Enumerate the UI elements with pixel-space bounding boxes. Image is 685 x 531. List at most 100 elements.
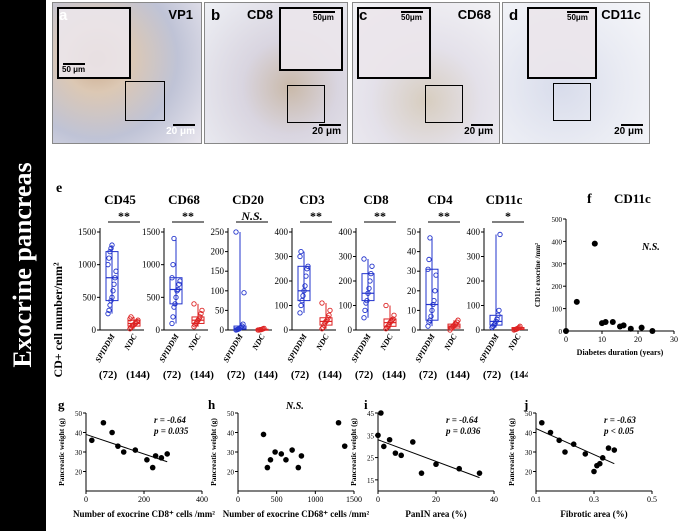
sc-point-10-6 (410, 439, 416, 445)
sc-point-8-0 (89, 438, 95, 444)
e-n-label-4-ndc: (144) (382, 369, 406, 381)
e-group-label-5-spiddm: SPIDDM (413, 332, 437, 364)
panel-f-title: CD11c (614, 191, 651, 206)
scale-bar-b: 20 μm (312, 124, 341, 137)
sc-point-7-10 (649, 328, 655, 334)
inset-a: 50 μm (57, 7, 131, 79)
sc-xticklabel-7-3: 30 (670, 335, 678, 344)
e-title-3: CD3 (299, 192, 325, 207)
panel-label-f: f (587, 192, 592, 207)
e-yticklabel-5-4: 40 (407, 247, 417, 257)
inset-region-b (287, 85, 325, 123)
inset-b: 50μm (279, 7, 343, 71)
sc-xlabel-7: Diabetes duration (years) (577, 348, 664, 357)
sc-p-10: p = 0.036 (445, 426, 481, 436)
e-yticklabel-2-0: 0 (220, 325, 225, 335)
e-point-2-spiddm-9 (234, 230, 238, 234)
sc-point-9-5 (283, 457, 289, 463)
micrograph-b: 50μm b CD8 20 μm (204, 2, 348, 144)
sc-yticklabel-7-2: 200 (552, 283, 563, 291)
e-point-5-spiddm-7 (433, 289, 437, 293)
sc-point-11-8 (597, 461, 603, 467)
sc-xticklabel-9-2: 1000 (307, 495, 323, 504)
e-n-label-2-ndc: (144) (254, 369, 278, 381)
sc-xticklabel-10-2: 40 (490, 495, 498, 504)
e-group-label-3-spiddm: SPIDDM (285, 332, 309, 364)
sc-xticklabel-8-1: 200 (138, 495, 150, 504)
sc-xticklabel-8-0: 0 (84, 495, 88, 504)
sc-point-9-0 (261, 432, 267, 438)
inset-region-d (553, 83, 591, 121)
inset-c: 50μm (357, 7, 431, 79)
sc-point-10-5 (398, 453, 404, 459)
e-group-label-2-ndc: NDC (250, 332, 267, 353)
sc-fit-8 (86, 434, 167, 461)
sc-point-7-4 (603, 319, 609, 325)
sc-ylabel-9: Pancreatic weight (g) (209, 418, 218, 486)
sc-p-8: p = 0.035 (153, 426, 189, 436)
e-point-3-spiddm-1 (299, 303, 303, 307)
stain-label-b: CD8 (247, 7, 273, 22)
sc-point-9-10 (342, 443, 348, 449)
e-yticklabel-5-0: 0 (412, 325, 417, 335)
sc-yticklabel-8-1: 30 (75, 449, 83, 457)
e-sig-6: * (505, 209, 511, 223)
e-yticklabel-4-2: 200 (339, 276, 353, 286)
sc-yticklabel-9-2: 40 (227, 430, 235, 438)
sc-xticklabel-9-0: 0 (236, 495, 240, 504)
e-yticklabel-6-4: 400 (467, 227, 481, 237)
e-title-2: CD20 (232, 192, 264, 207)
sc-r-11: r = -0.63 (604, 415, 636, 425)
e-yticklabel-5-1: 10 (407, 305, 417, 315)
scale-bar-a: 20 μm (166, 124, 195, 137)
sc-yticklabel-9-3: 50 (227, 410, 235, 418)
sc-note-9: N.S. (285, 401, 304, 412)
sc-point-7-1 (574, 299, 580, 305)
sc-yticklabel-10-0: 15 (367, 477, 375, 485)
sc-point-11-6 (591, 469, 597, 475)
inset-scale-c: 50μm (401, 11, 423, 22)
sc-point-7-7 (621, 322, 627, 328)
e-point-3-spiddm-5 (303, 284, 307, 288)
scale-bar-d: 20 μm (614, 124, 643, 137)
stain-label-a: VP1 (168, 7, 193, 22)
sc-xticklabel-8-2: 400 (196, 495, 208, 504)
sidebar: Exocrine pancreas (0, 0, 46, 531)
scale-bar-c: 20 μm (464, 124, 493, 137)
sc-xticklabel-10-1: 20 (432, 495, 440, 504)
e-sig-1: ** (182, 209, 194, 223)
sc-yticklabel-10-1: 25 (367, 455, 375, 463)
e-group-label-6-ndc: NDC (506, 332, 523, 353)
sc-yticklabel-8-3: 50 (75, 410, 83, 418)
e-yticklabel-4-4: 400 (339, 227, 353, 237)
e-yticklabel-4-0: 0 (348, 325, 353, 335)
e-yticklabel-1-0: 0 (156, 325, 161, 335)
stain-label-c: CD68 (458, 7, 491, 22)
e-point-4-ndc-9 (384, 303, 388, 307)
micrograph-a: 50 μm a VP1 20 μm (52, 2, 202, 144)
sc-yticklabel-11-2: 40 (525, 430, 533, 438)
e-point-6-spiddm-8 (498, 232, 502, 236)
sc-point-11-11 (612, 447, 618, 453)
e-point-4-spiddm-9 (362, 257, 366, 261)
stain-label-d: CD11c (601, 7, 641, 22)
e-point-3-spiddm-0 (298, 311, 302, 315)
e-point-1-spiddm-0 (170, 321, 174, 325)
e-yticklabel-2-3: 150 (211, 266, 225, 276)
sc-point-7-9 (639, 325, 645, 331)
sc-fit-11 (536, 429, 614, 464)
panel-label-e: e (56, 181, 62, 196)
sc-point-7-5 (610, 319, 616, 325)
sc-yticklabel-10-3: 45 (367, 410, 375, 418)
e-point-3-spiddm-3 (301, 294, 305, 298)
sc-xticklabel-9-3: 1500 (346, 495, 362, 504)
e-yticklabel-3-4: 400 (275, 227, 289, 237)
sc-point-11-0 (539, 420, 545, 426)
e-group-label-0-ndc: NDC (122, 332, 139, 353)
sc-point-9-7 (296, 465, 302, 471)
sc-xticklabel-9-1: 500 (271, 495, 283, 504)
e-sig-5: ** (438, 209, 450, 223)
sc-yticklabel-7-1: 100 (552, 306, 563, 314)
e-yticklabel-3-1: 100 (275, 301, 289, 311)
e-sig-2: N.S. (240, 209, 262, 223)
